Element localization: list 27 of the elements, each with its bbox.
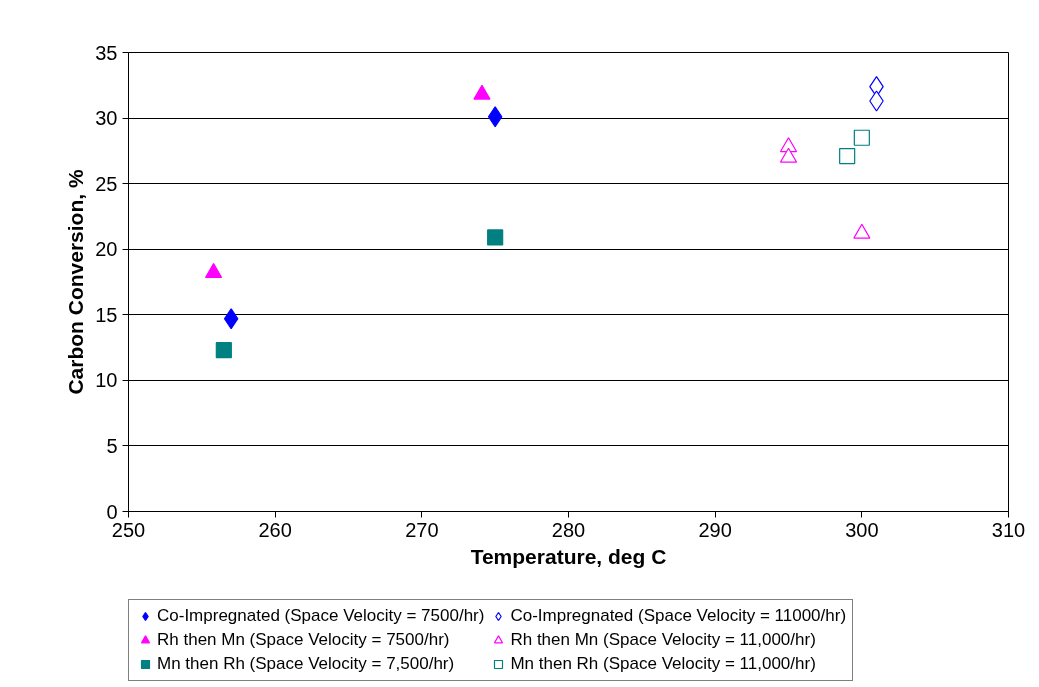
- y-tick-label: 30: [95, 107, 118, 130]
- y-tick-label: 10: [95, 369, 118, 392]
- x-tick-label: 300: [845, 518, 879, 541]
- y-tick-label: 25: [95, 172, 118, 195]
- y-tick-label: 20: [95, 238, 118, 261]
- legend-label: Co-Impregnated (Space Velocity = 7500/hr): [157, 606, 485, 626]
- x-tick-label: 260: [258, 518, 292, 541]
- x-tick-label: 280: [551, 518, 586, 541]
- x-axis-title: Temperature, deg C: [470, 544, 667, 568]
- legend-label: Mn then Rh (Space Velocity = 7,500/hr): [157, 654, 455, 674]
- point: [215, 342, 232, 359]
- legend-label: Rh then Mn (Space Velocity = 11,000/hr): [510, 630, 816, 650]
- x-tick-label: 270: [405, 518, 439, 541]
- y-tick-label: 15: [95, 303, 118, 326]
- point: [487, 229, 504, 246]
- x-tick-label: 290: [698, 518, 732, 541]
- point: [487, 106, 503, 128]
- y-tick-label: 5: [106, 434, 118, 457]
- legend-label: Mn then Rh (Space Velocity = 11,000/hr): [510, 654, 816, 674]
- legend-label: Co-Impregnated (Space Velocity = 11000/hr): [510, 606, 847, 626]
- point: [839, 148, 856, 165]
- legend-label: Rh then Mn (Space Velocity = 7500/hr): [157, 630, 450, 650]
- point: [223, 308, 239, 330]
- y-axis-title: Carbon Conversion, %: [64, 169, 88, 395]
- x-tick-label: 310: [991, 518, 1026, 541]
- point: [853, 129, 870, 146]
- y-tick-label: 35: [95, 41, 118, 64]
